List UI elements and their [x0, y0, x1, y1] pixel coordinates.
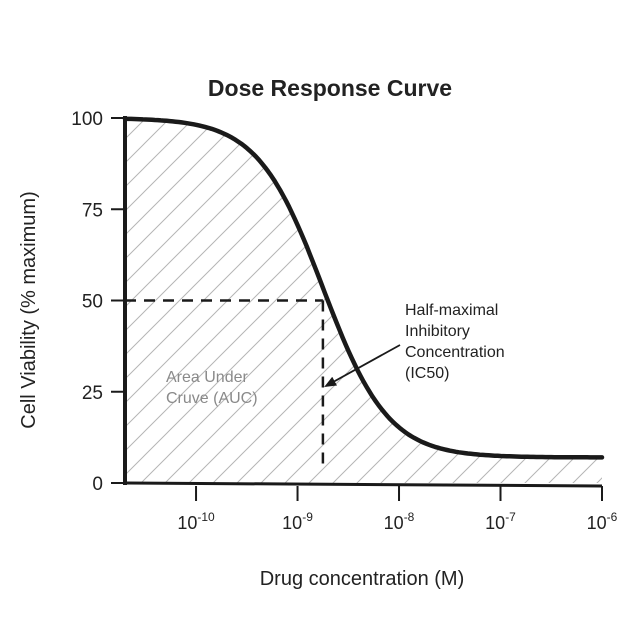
y-tick-label-25: 25	[82, 383, 103, 404]
ic50-annotation-line-2: Inhibitory	[405, 323, 470, 340]
x-ticks: 10-10 10-9 10-8 10-7 10-6	[177, 486, 617, 533]
x-tick-label--8: 10-8	[384, 510, 415, 533]
ic50-annotation-line-4: (IC50)	[405, 365, 449, 382]
chart-title: Dose Response Curve	[208, 75, 452, 101]
x-tick-label--6: 10-6	[587, 510, 618, 533]
ic50-annotation-line-1: Half-maximal	[405, 302, 498, 319]
ic50-annotation: Half-maximal Inhibitory Concentration (I…	[405, 302, 509, 382]
x-tick-label--10: 10-10	[177, 510, 215, 533]
x-tick-label--9: 10-9	[282, 510, 313, 533]
x-axis-line	[125, 483, 602, 486]
ic50-annotation-line-3: Concentration	[405, 344, 505, 361]
y-tick-label-0: 0	[92, 474, 103, 495]
y-tick-label-50: 50	[82, 292, 103, 313]
y-ticks: 0 25 50 75 100	[71, 109, 125, 495]
y-tick-label-75: 75	[82, 200, 103, 221]
auc-area	[125, 119, 602, 483]
auc-label-line-1: Area Under	[166, 369, 248, 386]
y-axis-label: Cell Viability (% maximum)	[18, 191, 40, 428]
auc-label-line-2: Cruve (AUC)	[166, 390, 258, 407]
y-tick-label-100: 100	[71, 109, 103, 130]
auc-hatched-area	[125, 119, 602, 483]
x-tick-label--7: 10-7	[485, 510, 516, 533]
x-axis-label: Drug concentration (M)	[260, 568, 465, 590]
